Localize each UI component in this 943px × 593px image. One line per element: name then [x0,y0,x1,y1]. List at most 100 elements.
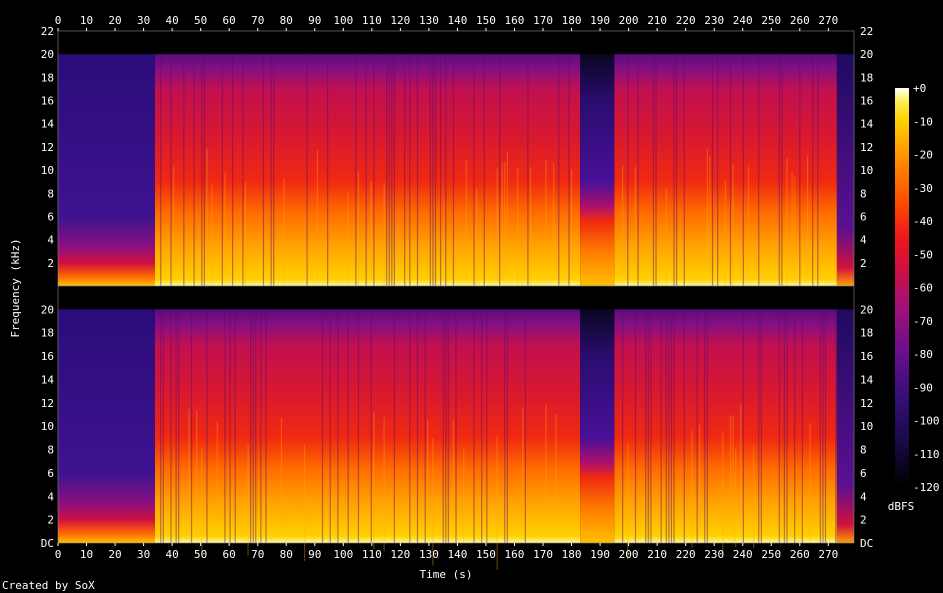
x-tick-label-bottom: 160 [505,548,525,561]
x-tick-label-bottom: 30 [137,548,150,561]
x-tick-label-top: 240 [733,14,753,27]
colorbar-tick-label: -60 [913,282,933,295]
y-tick-label-ch1-left: 14 [41,118,55,131]
x-tick-label-top: 120 [390,14,410,27]
x-tick-label-bottom: 250 [761,548,781,561]
channel-1-segment-2-loud [155,54,581,286]
y-tick-label-ch2-left: 14 [41,373,55,386]
x-tick-label-bottom: 70 [251,548,264,561]
colorbar-tick-label: -40 [913,215,933,228]
colorbar-tick-label: -80 [913,348,933,361]
y-tick-label-ch1-left: 4 [47,234,54,247]
y-tick-label-ch2-left: DC [41,537,54,550]
y-tick-label-ch1-right: 14 [860,118,874,131]
x-tick-label-bottom: 50 [194,548,207,561]
y-tick-label-ch1-right: 12 [860,141,873,154]
x-tick-label-top: 80 [280,14,293,27]
colorbar [895,88,909,487]
x-tick-label-top: 270 [818,14,838,27]
x-tick-label-bottom: 240 [733,548,753,561]
x-tick-label-bottom: 190 [590,548,610,561]
x-tick-label-top: 180 [562,14,582,27]
colorbar-tick-label: -90 [913,381,933,394]
channel-2-segment-5-fade [836,309,854,543]
channel-2-segment-4-loud [614,309,837,543]
y-tick-label-ch2-right: 8 [860,444,867,457]
colorbar-label: dBFS [888,500,915,513]
x-tick-label-top: 90 [308,14,321,27]
x-tick-label-top: 150 [476,14,496,27]
channel-1-segment-4-loud [614,54,837,286]
y-tick-label-ch2-right: 18 [860,327,873,340]
x-tick-label-top: 220 [676,14,696,27]
x-tick-label-bottom: 260 [790,548,810,561]
x-tick-label-top: 210 [647,14,667,27]
y-tick-label-ch1-right: 2 [860,257,867,270]
x-axis-label: Time (s) [420,568,473,581]
y-tick-label-ch1-left: 8 [47,187,54,200]
x-tick-label-top: 250 [761,14,781,27]
y-tick-label-ch1-left: 16 [41,95,54,108]
y-tick-label-ch2-right: 14 [860,373,874,386]
y-tick-label-ch2-right: 4 [860,490,867,503]
x-tick-label-bottom: 80 [280,548,293,561]
x-tick-label-bottom: 20 [108,548,121,561]
x-tick-label-top: 170 [533,14,553,27]
y-tick-label-ch2-right: 12 [860,397,873,410]
y-tick-label-ch1-left: 6 [47,210,54,223]
x-tick-label-bottom: 230 [704,548,724,561]
x-tick-label-bottom: 110 [362,548,382,561]
y-tick-label-ch1-right: 6 [860,210,867,223]
x-tick-label-bottom: 220 [676,548,696,561]
y-tick-label-ch2-right: 16 [860,350,873,363]
x-tick-label-top: 50 [194,14,207,27]
x-tick-label-bottom: 10 [80,548,93,561]
y-tick-label-ch1-right: 20 [860,48,873,61]
y-tick-label-ch1-right: 10 [860,164,873,177]
y-tick-label-ch1-right: 16 [860,95,873,108]
x-tick-label-bottom: 180 [562,548,582,561]
x-tick-label-bottom: 150 [476,548,496,561]
y-tick-label-ch1-left: 12 [41,141,54,154]
channel-1-segment-3-gap [580,54,615,286]
channel-2-segment-1-quiet [58,309,156,543]
x-tick-label-bottom: 90 [308,548,321,561]
channel-2-segment-2-loud [155,309,581,543]
x-tick-label-bottom: 130 [419,548,439,561]
channel-1-spectrogram [57,30,855,316]
y-tick-label-ch1-left: 18 [41,71,54,84]
x-tick-label-bottom: 210 [647,548,667,561]
x-tick-label-top: 20 [108,14,121,27]
channel-2-segment-3-gap [580,309,615,543]
colorbar-tick-label: -10 [913,115,933,128]
x-tick-label-bottom: 40 [165,548,178,561]
y-tick-label-ch1-left: 10 [41,164,54,177]
y-tick-label-ch1-left: 2 [47,257,54,270]
x-tick-label-bottom: 270 [818,548,838,561]
y-tick-label-ch1-left: 22 [41,25,54,38]
colorbar-tick-label: -110 [913,448,940,461]
channel-2-spectrogram [57,285,855,571]
x-tick-label-top: 60 [223,14,236,27]
y-tick-label-ch2-right: 20 [860,303,873,316]
y-tick-label-ch2-left: 6 [47,467,54,480]
y-tick-label-ch1-right: 22 [860,25,873,38]
colorbar-tick-label: -100 [913,415,940,428]
x-tick-label-bottom: 120 [390,548,410,561]
x-tick-label-top: 230 [704,14,724,27]
x-tick-label-top: 0 [55,14,62,27]
y-tick-label-ch2-right: DC [860,537,873,550]
y-tick-label-ch2-right: 2 [860,514,867,527]
x-tick-label-top: 140 [447,14,467,27]
x-tick-label-top: 110 [362,14,382,27]
x-tick-label-top: 260 [790,14,810,27]
colorbar-tick-label: -20 [913,149,933,162]
y-tick-label-ch2-left: 18 [41,327,54,340]
x-tick-label-bottom: 140 [447,548,467,561]
colorbar-tick-label: -70 [913,315,933,328]
y-tick-label-ch2-left: 16 [41,350,54,363]
x-tick-label-top: 30 [137,14,150,27]
x-tick-label-bottom: 0 [55,548,62,561]
x-tick-label-top: 200 [619,14,639,27]
